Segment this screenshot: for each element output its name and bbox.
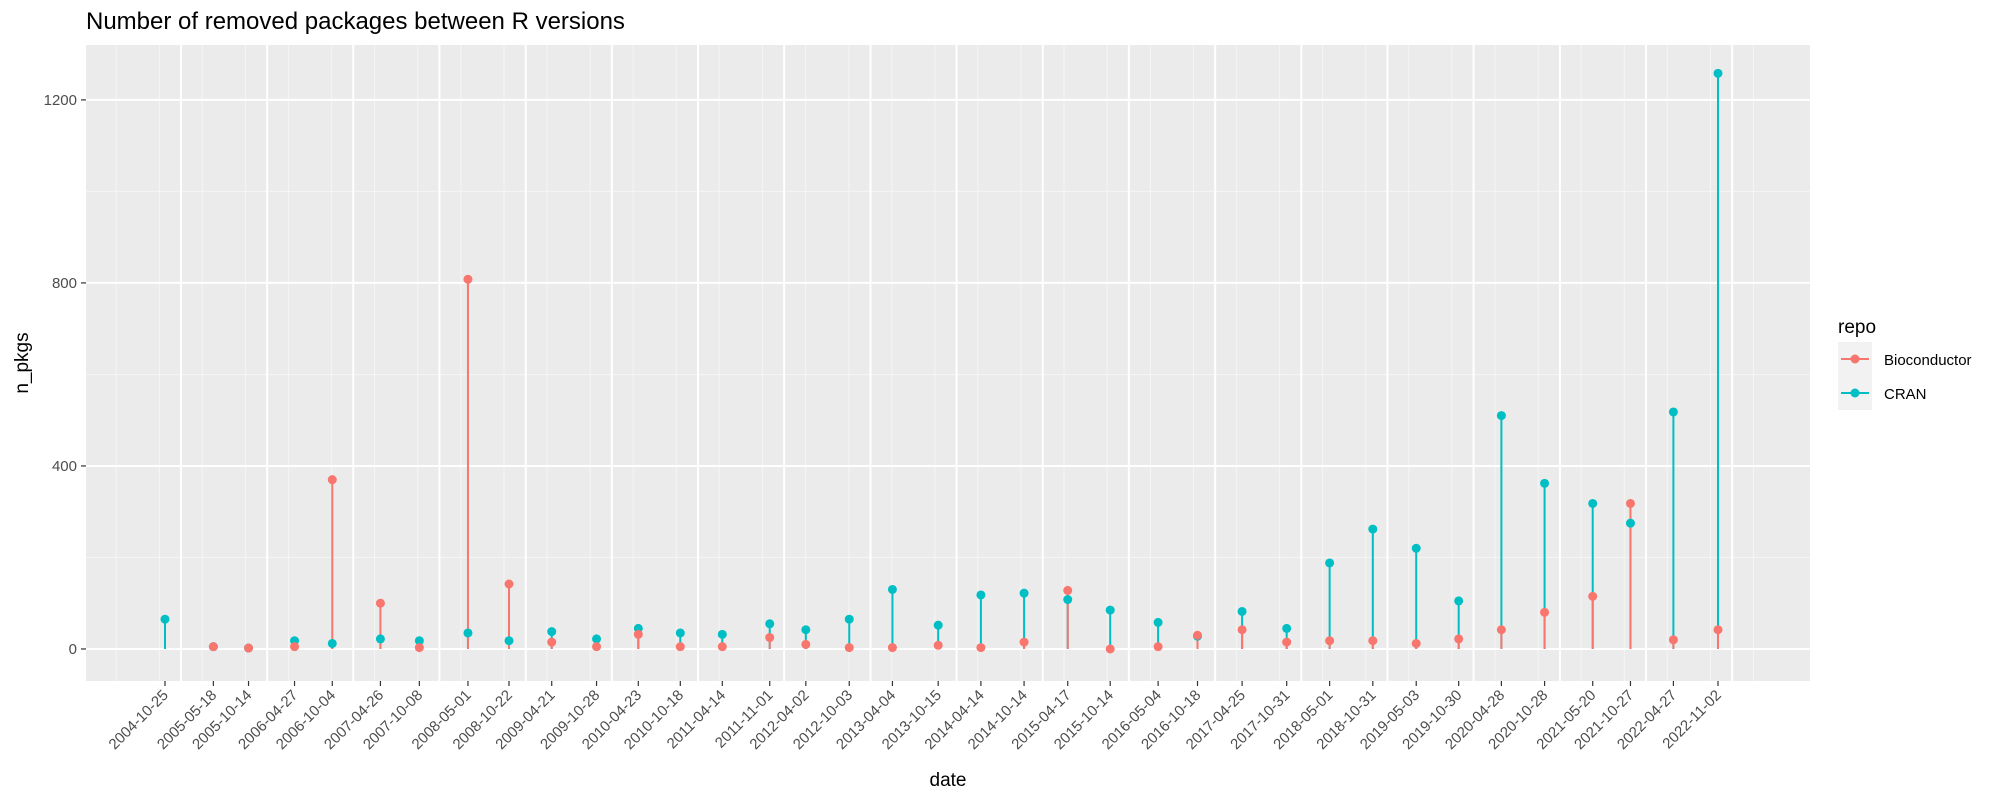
point-cran [1282, 623, 1292, 633]
point-cran [887, 584, 897, 594]
point-bioconductor [1153, 642, 1163, 652]
point-bioconductor [208, 642, 218, 652]
point-bioconductor [633, 629, 643, 639]
point-cran [1625, 518, 1635, 528]
y-tick-label: 0 [69, 641, 77, 658]
point-cran [1237, 606, 1247, 616]
point-cran [1063, 595, 1073, 605]
point-cran [463, 628, 473, 638]
y-tick-label: 800 [52, 275, 77, 292]
point-bioconductor [1063, 585, 1073, 595]
point-cran [1019, 588, 1029, 598]
legend-key-point [1850, 354, 1860, 364]
point-bioconductor [1454, 634, 1464, 644]
point-bioconductor [1237, 625, 1247, 635]
point-bioconductor [463, 274, 473, 284]
y-axis-title: n_pkgs [12, 332, 33, 393]
point-bioconductor [1105, 644, 1115, 654]
point-bioconductor [504, 579, 514, 589]
point-bioconductor [765, 633, 775, 643]
point-bioconductor [592, 642, 602, 652]
point-cran [717, 629, 727, 639]
y-axis: 0 400 800 1200 [44, 92, 86, 658]
point-bioconductor [1540, 607, 1550, 617]
point-bioconductor [1282, 637, 1292, 647]
point-bioconductor [414, 643, 424, 653]
point-cran [1540, 478, 1550, 488]
point-bioconductor [547, 637, 557, 647]
legend-items: Bioconductor CRAN [1838, 342, 1972, 410]
point-cran [414, 636, 424, 646]
plot-panel [86, 45, 1810, 681]
legend-title: repo [1838, 317, 1876, 338]
point-cran [1668, 407, 1678, 417]
point-bioconductor [1368, 636, 1378, 646]
point-cran [1153, 617, 1163, 627]
point-bioconductor [244, 643, 254, 653]
legend: repo Bioconductor CRAN [1838, 317, 1972, 410]
point-bioconductor [1411, 638, 1421, 648]
point-bioconductor [1193, 630, 1203, 640]
x-axis-title: date [930, 770, 967, 791]
point-bioconductor [844, 643, 854, 653]
chart-title: Number of removed packages between R ver… [86, 8, 625, 35]
point-bioconductor [1325, 636, 1335, 646]
point-bioconductor [717, 642, 727, 652]
point-cran [933, 620, 943, 630]
point-bioconductor [675, 642, 685, 652]
point-bioconductor [1713, 625, 1723, 635]
point-cran [844, 614, 854, 624]
point-cran [976, 590, 986, 600]
point-cran [1496, 411, 1506, 421]
legend-label: CRAN [1884, 386, 1927, 403]
point-cran [375, 634, 385, 644]
point-cran [1713, 68, 1723, 78]
lollipop-points [160, 68, 1723, 654]
point-cran [675, 628, 685, 638]
point-cran [160, 614, 170, 624]
legend-key-point [1850, 388, 1860, 398]
point-bioconductor [887, 643, 897, 653]
point-bioconductor [801, 639, 811, 649]
y-tick-label: 1200 [44, 92, 77, 109]
point-bioconductor [290, 642, 300, 652]
point-cran [327, 638, 337, 648]
point-cran [1588, 498, 1598, 508]
gridlines [86, 45, 1810, 681]
point-bioconductor [933, 640, 943, 650]
point-bioconductor [327, 475, 337, 485]
point-bioconductor [1588, 591, 1598, 601]
point-bioconductor [976, 643, 986, 653]
point-cran [1105, 605, 1115, 615]
point-cran [765, 619, 775, 629]
point-cran [504, 636, 514, 646]
legend-label: Bioconductor [1884, 352, 1972, 369]
point-cran [1411, 543, 1421, 553]
point-cran [547, 627, 557, 637]
y-tick-label: 400 [52, 458, 77, 475]
point-cran [1325, 558, 1335, 568]
point-bioconductor [1625, 498, 1635, 508]
point-bioconductor [1019, 637, 1029, 647]
point-cran [801, 625, 811, 635]
point-cran [592, 634, 602, 644]
point-bioconductor [375, 598, 385, 608]
point-cran [1368, 524, 1378, 534]
point-bioconductor [1668, 635, 1678, 645]
point-bioconductor [1496, 625, 1506, 635]
point-cran [1454, 596, 1464, 606]
